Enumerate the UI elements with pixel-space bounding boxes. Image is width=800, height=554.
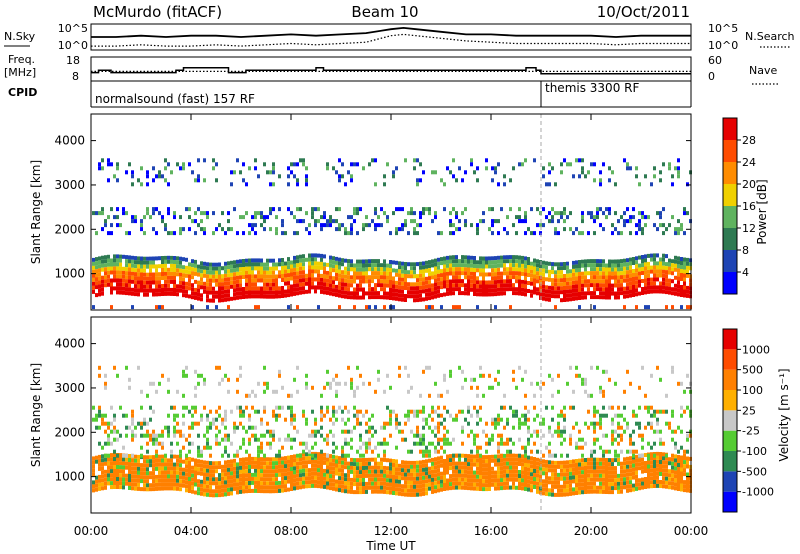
power-heatmap (92, 114, 692, 310)
noise-panel: N.Sky 10^5 10^0 10^5 10^0 N.Search (4, 22, 795, 52)
velocity-ytick-1: 1000 (54, 470, 85, 484)
noise-right-tick-top: 10^5 (708, 22, 738, 35)
velocity-colorbar-label: Velocity [m s⁻¹] (777, 368, 791, 461)
nave-label: Nave (749, 64, 777, 77)
velocity-colorbar-tick-4: 25 (742, 404, 756, 417)
xtick-1: 00:00 (74, 524, 109, 538)
power-colorbar-tick-7: 4 (742, 266, 749, 279)
power-ytick-2: 2000 (54, 222, 85, 236)
cpid-segment-1: normalsound (fast) 157 RF (95, 92, 255, 106)
frequency-unit: [MHz] (4, 66, 36, 79)
noise-left-label: N.Sky (4, 30, 36, 43)
power-ytick-3: 3000 (54, 178, 85, 192)
power-colorbar-tick-4: 16 (742, 200, 756, 213)
power-ytick-1: 1000 (54, 267, 85, 281)
velocity-colorbar-tick-6: -100 (742, 445, 767, 458)
power-ytick-4: 4000 (54, 134, 85, 148)
nave-tick-top: 60 (708, 54, 722, 67)
velocity-colorbar-step-7 (723, 369, 737, 390)
noise-series-2 (91, 33, 691, 47)
cpid-label: CPID (8, 86, 37, 99)
power-colorbar-step-3 (723, 228, 737, 250)
power-colorbar-step-2 (723, 250, 737, 272)
power-colorbar-tick-6: 8 (742, 244, 749, 257)
power-y-label: Slant Range [km] (29, 160, 43, 264)
power-colorbar-step-8 (723, 118, 737, 140)
xtick-6: 20:00 (574, 524, 609, 538)
noise-left-tick-top: 10^5 (58, 22, 88, 35)
frequency-tick-top: 18 (66, 54, 80, 67)
velocity-colorbar-tick-2: 500 (742, 364, 763, 377)
velocity-colorbar-tick-1: 1000 (742, 343, 770, 356)
power-colorbar-tick-1: 28 (742, 134, 756, 147)
power-colorbar-step-1 (723, 272, 737, 294)
power-colorbar-tick-3: 20 (742, 178, 756, 191)
velocity-y-label: Slant Range [km] (29, 363, 43, 467)
power-colorbar-step-7 (723, 140, 737, 162)
cpid-panel: CPID normalsound (fast) 157 RF themis 33… (8, 81, 692, 108)
velocity-ytick-2: 2000 (54, 425, 85, 439)
velocity-colorbar-step-4 (723, 430, 737, 451)
velocity-colorbar-tick-3: 100 (742, 384, 763, 397)
noise-right-label: N.Search (745, 30, 795, 43)
velocity-colorbar-step-6 (723, 390, 737, 411)
velocity-colorbar-tick-7: -500 (742, 465, 767, 478)
velocity-ytick-4: 4000 (54, 337, 85, 351)
velocity-colorbar-step-1 (723, 491, 737, 512)
power-colorbar-step-5 (723, 184, 737, 206)
frequency-label: Freq. (8, 53, 35, 66)
power-colorbar-tick-5: 12 (742, 222, 756, 235)
velocity-panel: 1000 2000 3000 4000 Slant Range [km] 1000 50… (29, 316, 791, 514)
frequency-frame (90, 56, 692, 82)
xtick-2: 04:00 (174, 524, 209, 538)
nave-tick-bottom: 0 (708, 70, 715, 83)
power-colorbar-step-6 (723, 162, 737, 184)
x-axis-label: Time UT (365, 539, 416, 553)
velocity-colorbar-tick-5: -25 (742, 425, 760, 438)
frequency-panel: Freq. [MHz] 18 8 60 0 Nave (4, 53, 778, 85)
velocity-colorbar-step-8 (723, 349, 737, 370)
xtick-3: 08:00 (274, 524, 309, 538)
power-colorbar-tick-2: 24 (742, 156, 756, 169)
xtick-4: 12:00 (374, 524, 409, 538)
time-axis: 00:00 04:00 08:00 12:00 16:00 20:00 00:00 (74, 114, 709, 538)
velocity-colorbar-step-9 (723, 329, 737, 350)
velocity-heatmap (92, 317, 692, 513)
power-colorbar-label: Power [dB] (755, 179, 769, 244)
frequency-tick-bottom: 8 (72, 70, 79, 83)
velocity-colorbar-step-5 (723, 410, 737, 431)
power-colorbar-step-4 (723, 206, 737, 228)
station-title: McMurdo (fitACF) (93, 3, 222, 21)
beam-title: Beam 10 (351, 3, 418, 21)
velocity-ytick-3: 3000 (54, 381, 85, 395)
velocity-colorbar-tick-8: -1000 (742, 486, 774, 499)
noise-left-tick-bottom: 10^0 (58, 39, 88, 52)
frequency-series (91, 67, 691, 75)
velocity-colorbar-step-2 (723, 471, 737, 492)
date-title: 10/Oct/2011 (597, 3, 690, 21)
velocity-colorbar-step-3 (723, 451, 737, 472)
noise-right-tick-bottom: 10^0 (708, 39, 738, 52)
xtick-7: 00:00 (674, 524, 709, 538)
cpid-segment-2: themis 3300 RF (545, 81, 639, 95)
noise-series-1 (91, 26, 691, 38)
xtick-5: 16:00 (474, 524, 509, 538)
power-panel: 1000 2000 3000 4000 Slant Range [km] 28 24 20… (29, 113, 769, 311)
